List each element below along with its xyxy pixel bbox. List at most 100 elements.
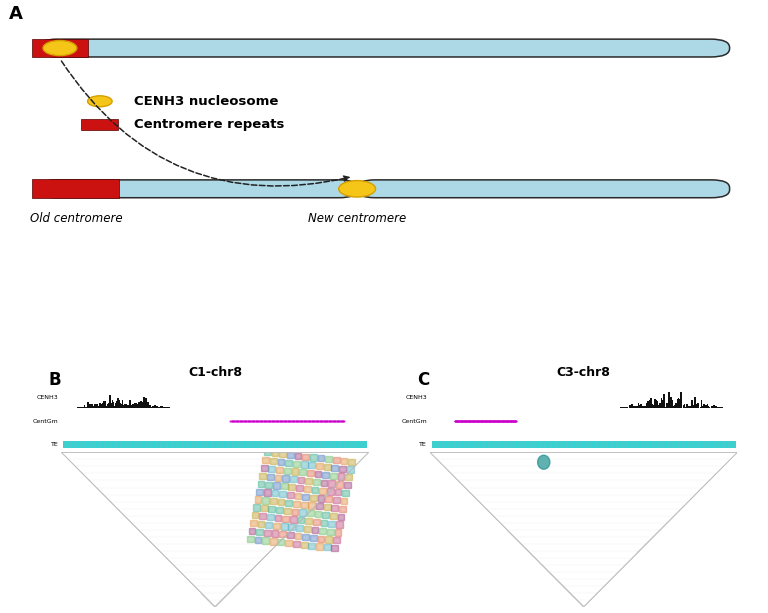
Bar xyxy=(685,407,687,408)
Bar xyxy=(284,468,290,474)
Bar xyxy=(638,405,641,408)
Bar xyxy=(147,403,148,408)
Bar xyxy=(247,536,253,542)
Bar xyxy=(339,466,346,472)
Bar xyxy=(165,407,167,408)
Text: C3-chr8: C3-chr8 xyxy=(557,366,611,379)
Bar xyxy=(696,406,697,408)
Bar xyxy=(134,403,136,408)
Bar xyxy=(343,490,349,496)
Bar xyxy=(255,497,261,503)
Bar xyxy=(301,542,307,548)
Bar xyxy=(310,495,316,501)
Bar xyxy=(333,537,339,543)
Bar xyxy=(651,404,653,408)
Bar xyxy=(108,403,111,408)
Bar xyxy=(304,526,310,532)
Bar xyxy=(123,406,125,408)
Bar xyxy=(115,403,118,408)
Bar xyxy=(140,402,142,408)
Bar xyxy=(658,407,660,408)
Bar xyxy=(707,404,708,408)
Bar xyxy=(270,538,276,544)
Text: CENH3: CENH3 xyxy=(37,395,58,400)
Bar xyxy=(149,405,151,408)
Bar xyxy=(341,458,347,464)
Bar xyxy=(335,530,341,536)
Text: B: B xyxy=(48,371,61,389)
Bar xyxy=(712,406,713,408)
Bar xyxy=(97,406,98,408)
Bar xyxy=(286,540,292,546)
Bar xyxy=(108,406,110,408)
Bar xyxy=(670,405,673,408)
Bar xyxy=(270,458,276,464)
Bar xyxy=(327,489,333,495)
Bar xyxy=(296,485,303,491)
Bar xyxy=(131,405,133,408)
Bar xyxy=(289,484,295,490)
Bar xyxy=(621,406,623,408)
Bar xyxy=(135,403,137,408)
Bar xyxy=(310,535,316,541)
Bar xyxy=(81,120,118,130)
Bar xyxy=(715,406,717,408)
Bar xyxy=(164,407,166,408)
Bar xyxy=(694,397,696,408)
Bar xyxy=(101,404,103,408)
Bar xyxy=(316,463,323,469)
Bar xyxy=(326,496,332,503)
Bar xyxy=(684,407,687,408)
Bar xyxy=(258,481,264,487)
Bar xyxy=(309,503,315,509)
Bar xyxy=(666,407,667,408)
Bar xyxy=(152,406,154,408)
Bar xyxy=(252,512,258,519)
Bar xyxy=(319,528,326,534)
Bar xyxy=(298,477,304,483)
Bar xyxy=(88,406,89,408)
Bar xyxy=(32,180,119,198)
Bar xyxy=(646,403,648,408)
Bar xyxy=(131,404,134,408)
Bar xyxy=(102,403,104,408)
Bar xyxy=(316,543,323,550)
Bar xyxy=(142,402,144,408)
Text: CENH3: CENH3 xyxy=(406,395,427,400)
Bar xyxy=(255,536,261,543)
Bar xyxy=(269,466,275,472)
Bar xyxy=(680,392,682,408)
Bar xyxy=(332,505,338,511)
Bar xyxy=(721,407,723,408)
Bar xyxy=(296,525,303,531)
Bar xyxy=(332,545,338,551)
Bar xyxy=(315,471,321,477)
Bar xyxy=(161,406,163,408)
Bar xyxy=(118,400,120,408)
Bar xyxy=(110,405,112,408)
Bar xyxy=(91,404,92,408)
Bar xyxy=(635,407,637,408)
Bar xyxy=(263,497,269,503)
Bar xyxy=(346,474,352,481)
Bar xyxy=(335,489,341,495)
Bar xyxy=(32,39,88,58)
Bar xyxy=(284,508,290,514)
Bar xyxy=(650,398,652,408)
Bar xyxy=(128,404,131,408)
Bar xyxy=(286,500,292,506)
Bar xyxy=(286,460,292,466)
Bar xyxy=(673,406,674,408)
Ellipse shape xyxy=(339,181,376,197)
Bar xyxy=(118,405,121,408)
Bar xyxy=(101,405,102,408)
Bar xyxy=(121,404,123,408)
Text: Centromere repeats: Centromere repeats xyxy=(134,118,285,131)
Bar xyxy=(114,406,116,408)
Bar xyxy=(303,454,309,460)
Bar xyxy=(157,406,158,408)
Bar xyxy=(127,407,130,408)
Bar xyxy=(333,457,339,463)
Bar xyxy=(663,394,665,408)
Bar xyxy=(267,474,273,480)
